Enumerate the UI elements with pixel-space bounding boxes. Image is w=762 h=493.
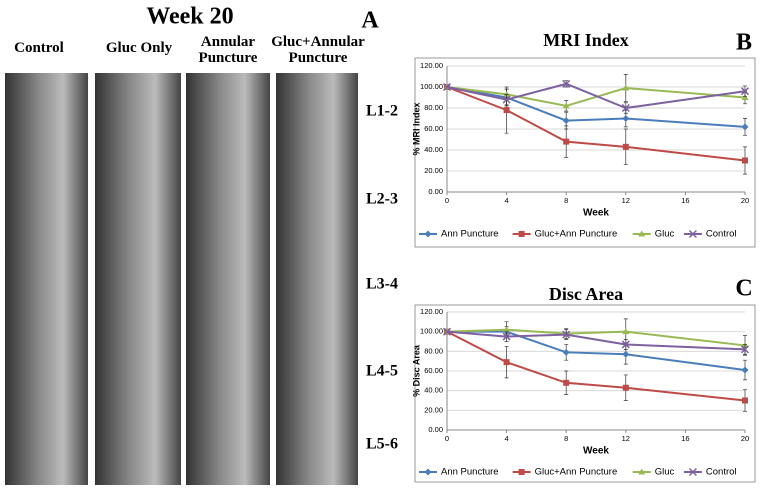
- column-label: Gluc+Annular Puncture: [271, 34, 365, 66]
- y-tick-label: 120.00: [420, 61, 443, 70]
- marker: [622, 143, 629, 150]
- x-tick-label: 12: [622, 434, 630, 443]
- panel-label: B: [736, 30, 752, 56]
- marker: [741, 94, 749, 100]
- chart-frame: [414, 57, 756, 248]
- x-tick-label: 4: [505, 196, 509, 205]
- column-labels: Control Gluc Only Annular Puncture Gluc+…: [14, 34, 365, 66]
- marker: [562, 117, 570, 125]
- marker: [518, 469, 525, 475]
- level-label: L2-3: [366, 191, 398, 208]
- marker: [503, 326, 511, 333]
- level-label: L4-5: [366, 363, 398, 380]
- x-tick-label: 0: [445, 196, 449, 205]
- legend-label: Gluc: [655, 229, 675, 240]
- x-tick-label: 16: [681, 434, 689, 443]
- x-tick-label: 16: [681, 196, 689, 205]
- marker: [442, 327, 452, 336]
- marker: [502, 332, 511, 341]
- marker: [503, 359, 510, 366]
- marker: [638, 230, 646, 237]
- chart-title: MRI Index: [543, 30, 629, 50]
- marker: [740, 345, 750, 354]
- y-tick-label: 80.00: [424, 346, 443, 355]
- y-tick-label: 80.00: [424, 103, 443, 112]
- marker: [442, 82, 452, 92]
- x-tick-label: 8: [564, 434, 568, 443]
- marker: [621, 103, 630, 113]
- marker: [562, 348, 570, 356]
- x-tick-label: 0: [445, 434, 449, 443]
- marker: [622, 84, 630, 91]
- chart-title: Disc Area: [549, 284, 623, 304]
- marker: [621, 340, 630, 349]
- marker: [562, 102, 570, 109]
- panel-label: C: [735, 276, 752, 302]
- y-tick-label: 60.00: [424, 366, 443, 375]
- marker: [688, 467, 697, 477]
- column-label: Gluc Only: [105, 40, 173, 56]
- mri-image: [276, 73, 358, 485]
- y-tick-label: 0.00: [428, 425, 443, 434]
- marker: [622, 328, 630, 335]
- y-axis-label: % Disc Area: [411, 344, 421, 397]
- legend-label: Control: [706, 229, 737, 240]
- mri-image: [186, 73, 270, 485]
- legend-label: Gluc+Ann Puncture: [535, 467, 618, 478]
- y-tick-label: 100.00: [420, 82, 443, 91]
- y-tick-label: 60.00: [424, 124, 443, 133]
- marker: [638, 468, 646, 475]
- x-axis-label: Week: [583, 208, 609, 219]
- marker: [622, 384, 629, 391]
- figure-title: Week 20: [146, 4, 233, 30]
- legend-label: Gluc: [655, 467, 675, 478]
- y-tick-label: 20.00: [424, 405, 443, 414]
- x-tick-label: 8: [564, 196, 568, 205]
- marker: [424, 468, 432, 476]
- y-tick-label: 0.00: [428, 187, 443, 196]
- marker: [740, 87, 750, 96]
- marker: [502, 95, 511, 104]
- level-label: L1-2: [366, 103, 398, 120]
- mri-image: [95, 73, 181, 485]
- mri-image: [5, 73, 88, 485]
- marker: [688, 229, 697, 239]
- marker: [563, 138, 570, 145]
- y-tick-label: 120.00: [420, 307, 443, 316]
- y-tick-label: 100.00: [420, 327, 443, 336]
- column-label: Annular Puncture: [198, 34, 258, 66]
- marker: [503, 107, 510, 114]
- legend-label: Gluc+Ann Puncture: [535, 229, 618, 240]
- marker: [622, 115, 630, 122]
- x-tick-label: 12: [622, 196, 630, 205]
- panel-label: A: [361, 8, 379, 34]
- level-label: L5-6: [366, 436, 398, 453]
- legend-label: Ann Puncture: [441, 467, 499, 478]
- marker: [563, 379, 570, 386]
- x-tick-label: 20: [741, 196, 749, 205]
- y-tick-label: 40.00: [424, 145, 443, 154]
- marker: [424, 230, 432, 238]
- legend-label: Control: [706, 467, 737, 478]
- legend-label: Ann Puncture: [441, 229, 499, 240]
- marker: [741, 123, 749, 131]
- marker: [742, 157, 748, 164]
- marker: [562, 79, 571, 88]
- y-axis-label: % MRI Index: [411, 102, 421, 155]
- y-tick-label: 20.00: [424, 166, 443, 175]
- marker: [742, 397, 748, 404]
- x-tick-label: 20: [741, 434, 749, 443]
- x-tick-label: 4: [505, 434, 509, 443]
- y-tick-label: 40.00: [424, 386, 443, 395]
- marker: [741, 366, 749, 374]
- marker: [562, 330, 571, 339]
- column-label: Control: [14, 40, 64, 56]
- x-axis-label: Week: [583, 446, 609, 457]
- marker: [622, 350, 630, 358]
- marker: [518, 231, 525, 237]
- level-label: L3-4: [366, 276, 398, 293]
- marker: [503, 90, 511, 97]
